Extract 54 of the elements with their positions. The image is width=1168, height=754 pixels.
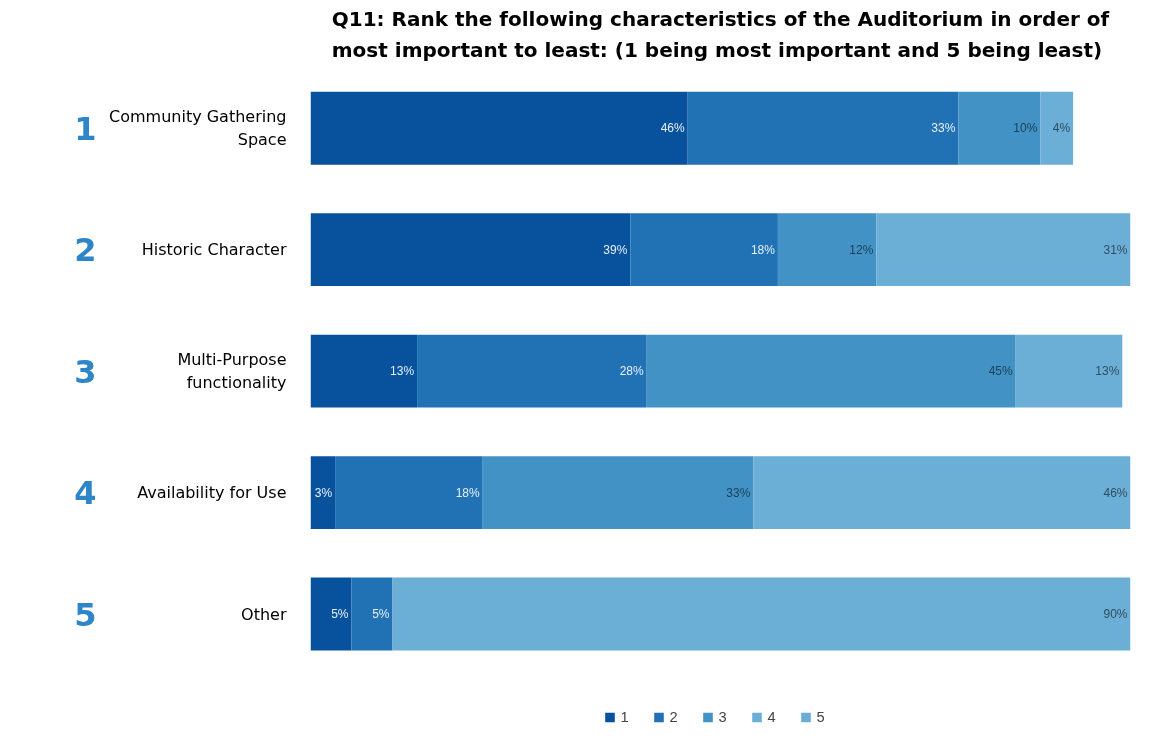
data-label: 28% bbox=[619, 364, 645, 379]
y-tick-label: Availability for Use bbox=[137, 483, 287, 503]
data-label: 10% bbox=[1013, 121, 1038, 136]
y-tick-label: Multi-Purpose functionality bbox=[177, 350, 287, 393]
bar bbox=[630, 213, 778, 287]
bar bbox=[310, 577, 352, 651]
text: 1 bbox=[74, 109, 97, 148]
text: 2 bbox=[74, 231, 97, 270]
bar bbox=[1015, 334, 1123, 408]
text: 3 bbox=[74, 352, 97, 391]
bar bbox=[687, 91, 959, 165]
bar bbox=[335, 456, 483, 530]
chart-title: Q11: Rank the following characteristics of the Auditorium in order of most important to least: (1 being most important and 5 being least) bbox=[331, 7, 1110, 63]
data-label: 12% bbox=[849, 242, 874, 257]
bar bbox=[310, 456, 336, 530]
legend-label: 5 bbox=[816, 709, 826, 725]
data-label: 13% bbox=[390, 364, 415, 379]
y-tick-label: Community Gathering Space bbox=[109, 107, 287, 150]
bar bbox=[351, 577, 393, 651]
text: 5 bbox=[74, 595, 97, 634]
y-tick-label: Other bbox=[241, 604, 287, 624]
bar bbox=[482, 456, 754, 530]
data-label: 3% bbox=[314, 485, 333, 500]
bar bbox=[310, 213, 631, 287]
data-label: 5% bbox=[372, 607, 390, 622]
data-label: 46% bbox=[1103, 485, 1128, 500]
bar bbox=[646, 334, 1016, 408]
bar bbox=[1040, 91, 1074, 165]
data-label: 33% bbox=[726, 485, 751, 500]
data-label: 13% bbox=[1095, 364, 1120, 379]
data-label: 4% bbox=[1052, 121, 1071, 136]
bar bbox=[753, 456, 1131, 530]
legend-label: 2 bbox=[669, 709, 679, 725]
legend-label: 1 bbox=[620, 709, 630, 725]
data-label: 33% bbox=[931, 121, 956, 136]
data-label: 5% bbox=[331, 607, 349, 622]
data-label: 31% bbox=[1103, 242, 1128, 257]
legend-label: 4 bbox=[767, 709, 777, 725]
data-label: 90% bbox=[1103, 607, 1128, 622]
y-tick-label: Historic Character bbox=[141, 240, 287, 260]
bar bbox=[777, 213, 877, 287]
bar bbox=[310, 334, 418, 408]
text: 4 bbox=[74, 474, 97, 513]
bar bbox=[392, 577, 1131, 651]
bar bbox=[876, 213, 1131, 287]
data-label: 18% bbox=[750, 242, 776, 257]
bar bbox=[958, 91, 1041, 165]
data-label: 18% bbox=[455, 485, 481, 500]
bar bbox=[417, 334, 647, 408]
data-label: 46% bbox=[660, 121, 686, 136]
data-label: 39% bbox=[603, 242, 628, 257]
data-label: 45% bbox=[988, 364, 1014, 379]
legend-label: 3 bbox=[718, 709, 728, 725]
bar bbox=[310, 91, 688, 165]
